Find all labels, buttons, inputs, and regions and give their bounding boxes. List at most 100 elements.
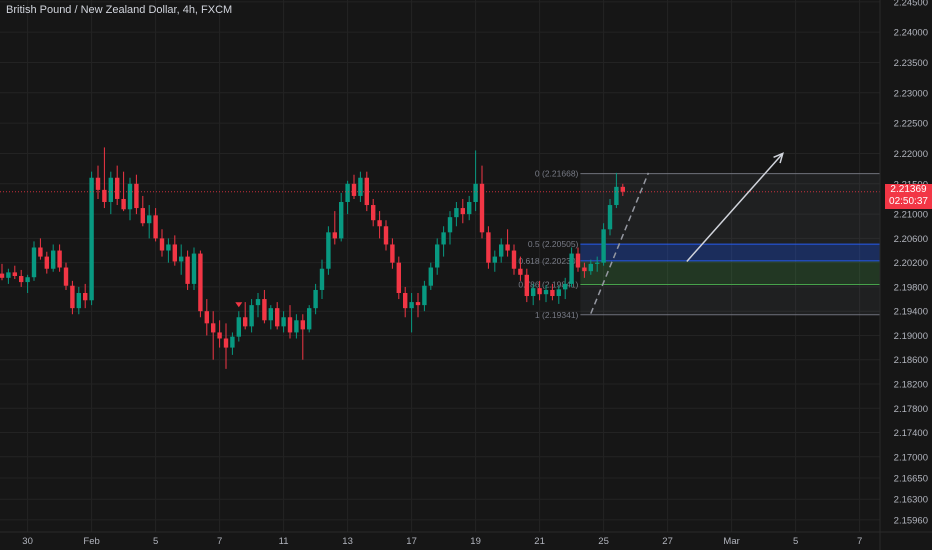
price-tick-label: 2.20600: [894, 234, 928, 245]
time-axis[interactable]: 30 Feb 5 7 11 13 17 19 21 25 27 Mar 5 7: [0, 531, 932, 547]
candle-body: [121, 198, 126, 210]
price-tick-label: 2.15960: [894, 515, 928, 526]
candle-body: [479, 183, 485, 233]
price-tick-label: 2.18200: [894, 379, 928, 390]
candle-body: [505, 244, 510, 251]
price-tick-label: 2.22500: [894, 119, 928, 130]
candle-body: [19, 276, 24, 283]
candle-body: [511, 250, 517, 269]
time-tick-label: 5: [153, 536, 158, 547]
candle-body: [313, 289, 318, 309]
candle-body: [531, 288, 536, 297]
fib-zone: [580, 260, 880, 285]
time-tick-label: 27: [662, 536, 673, 547]
candle-body: [147, 215, 152, 224]
candle-body: [281, 317, 286, 327]
candle-body: [115, 177, 120, 199]
fib-retracement[interactable]: 0 (2.21668) 0.5 (2.20505) 0.618 (2.20230) 0…: [518, 169, 880, 320]
candle-body: [38, 247, 43, 257]
candle-body: [179, 256, 184, 262]
fib-level-label: 1 (2.19341): [535, 310, 579, 320]
candle-body: [172, 244, 177, 262]
fib-level-label: 0.618 (2.20230): [518, 256, 578, 266]
candle-body: [140, 208, 145, 224]
price-tick-label: 2.23000: [894, 88, 928, 99]
price-tick-label: 2.19800: [894, 282, 928, 293]
price-tick-label: 2.17400: [894, 428, 928, 439]
candle-body: [275, 308, 280, 327]
candle-body: [44, 256, 49, 269]
candle-body: [268, 308, 273, 321]
candle-body: [255, 299, 261, 306]
price-axis[interactable]: 2.24500 2.24000 2.23500 2.23000 2.22500 2.220…: [879, 0, 932, 550]
candle-body: [499, 244, 504, 257]
price-tick-label: 2.23500: [894, 58, 928, 69]
candle-body: [191, 253, 197, 284]
candle-body: [25, 277, 30, 283]
fib-zone: [580, 173, 880, 245]
candle-body: [83, 292, 88, 301]
price-tick-label: 2.16650: [894, 474, 928, 485]
candle-body: [127, 183, 133, 210]
candle-body: [403, 292, 408, 309]
candle-body: [569, 253, 574, 284]
candlestick-series: [0, 147, 880, 369]
candle-body: [217, 332, 222, 339]
candle-body: [319, 268, 325, 290]
candle-body: [185, 256, 190, 284]
arrow-line: [686, 152, 784, 262]
candle-body: [326, 232, 331, 269]
candle-body: [31, 247, 37, 278]
candle-body: [211, 323, 216, 333]
price-tick-label: 2.22000: [894, 149, 928, 160]
candle-body: [396, 262, 401, 293]
fib-level-label: 0.5 (2.20505): [528, 239, 579, 249]
price-tick-label: 2.21000: [894, 210, 928, 221]
candle-body: [588, 263, 593, 272]
candle-body: [620, 186, 625, 192]
symbol-title[interactable]: British Pound / New Zealand Dollar, 4h, …: [6, 4, 233, 16]
fib-level-label: 0 (2.21668): [535, 169, 579, 179]
candle-body: [435, 244, 440, 268]
time-tick-label: Mar: [723, 536, 739, 547]
last-price-value: 2.21369: [890, 184, 927, 195]
fib-zone: [580, 244, 880, 261]
candle-body: [198, 253, 203, 312]
candle-body: [486, 232, 491, 263]
price-tick-label: 2.24500: [894, 0, 928, 8]
candle-body: [575, 253, 581, 268]
price-tick-label: 2.19400: [894, 307, 928, 318]
fib-level-label: 0.786 (2.19841): [518, 279, 578, 289]
annotations[interactable]: [235, 152, 784, 314]
time-tick-label: Feb: [83, 536, 99, 547]
candle-body: [153, 215, 158, 239]
candle-body: [607, 205, 613, 230]
price-tick-label: 2.19000: [894, 331, 928, 342]
candle-body: [76, 292, 81, 309]
candle-body: [428, 267, 433, 286]
candle-body: [351, 183, 357, 196]
candle-body: [422, 285, 427, 306]
candle-body: [409, 302, 414, 309]
candle-body: [543, 289, 549, 295]
time-tick-label: 21: [534, 536, 545, 547]
candle-body: [345, 183, 350, 203]
time-tick-label: 19: [470, 536, 481, 547]
candle-body: [492, 256, 497, 263]
candle-body: [556, 289, 561, 297]
candle-body: [294, 320, 299, 333]
price-tick-label: 2.24000: [894, 28, 928, 39]
candle-body: [166, 244, 171, 251]
candle-body: [415, 302, 421, 306]
candle-body: [358, 177, 363, 196]
price-axis-background: [880, 0, 932, 550]
candle-body: [467, 202, 472, 215]
candle-body: [377, 220, 382, 227]
candle-body: [63, 267, 69, 286]
candle-body: [460, 208, 465, 215]
candle-body: [447, 217, 453, 233]
candle-body: [51, 250, 56, 269]
candle-body: [614, 186, 619, 206]
candle-body: [102, 189, 107, 203]
